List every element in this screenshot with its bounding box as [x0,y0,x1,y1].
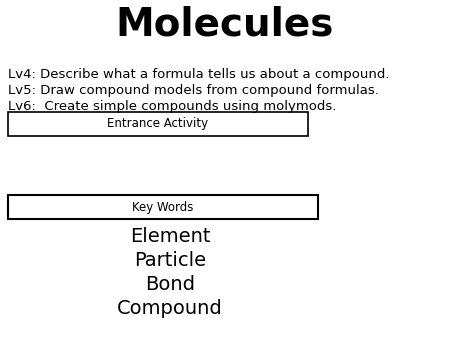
Text: Key Words: Key Words [132,200,194,214]
Text: Lv5: Draw compound models from compound formulas.: Lv5: Draw compound models from compound … [8,84,379,97]
Bar [8,195,318,219]
Text: Lv6:  Create simple compounds using molymods.: Lv6: Create simple compounds using molym… [8,100,337,113]
Text: Lv4: Describe what a formula tells us about a compound.: Lv4: Describe what a formula tells us ab… [8,68,390,81]
Text: Entrance Activity: Entrance Activity [108,118,208,130]
Bar [8,112,308,136]
Text: Element: Element [130,227,210,246]
Text: Molecules: Molecules [116,5,334,43]
Text: Particle: Particle [134,251,206,270]
Text: Compound: Compound [117,299,223,318]
Text: Bond: Bond [145,275,195,294]
